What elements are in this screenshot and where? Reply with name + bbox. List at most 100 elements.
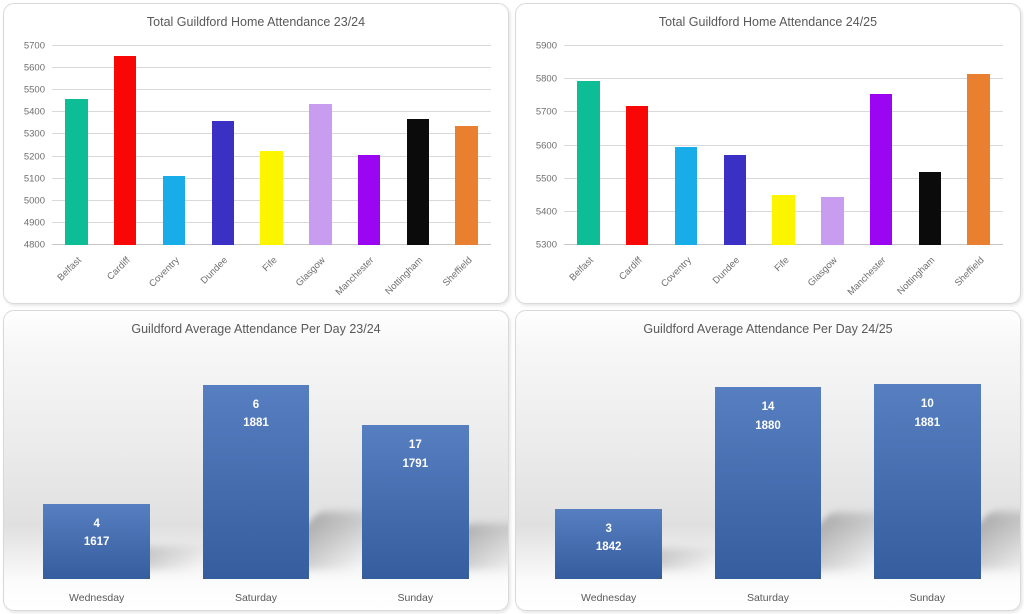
chart-title: Guildford Average Attendance Per Day 23/… [131, 322, 381, 336]
bar-slot [442, 46, 491, 245]
bar-value-label: 1842 [595, 541, 622, 554]
gridline [564, 177, 1003, 179]
x-axis-slot: Nottingham [895, 248, 954, 303]
x-axis-slot: Manchester [846, 248, 906, 303]
gridline [564, 144, 1003, 146]
bar-dundee [211, 121, 234, 245]
x-axis-slot: Coventry [659, 248, 711, 303]
bar-slot: 10 1881 [848, 349, 1020, 579]
bar-data-label: 14 1880 [715, 387, 822, 435]
bar-value-label: 1880 [755, 419, 781, 432]
chart-card-average-23-24[interactable]: Guildford Average Attendance Per Day 23/… [3, 310, 509, 611]
bar-dundee [723, 155, 746, 245]
bar-slot [198, 46, 247, 245]
bar-nottingham [406, 118, 430, 245]
bar-saturday: 6 1881 [202, 384, 310, 580]
bar-cardiff [625, 105, 649, 245]
y-tick-label: 5700 [535, 106, 557, 118]
x-axis-slot: Coventry [147, 248, 199, 303]
chart-card-total-24-25[interactable]: Total Guildford Home Attendance 24/25 Be… [515, 3, 1021, 304]
bars: 3 1842 14 1880 10 1881 [529, 349, 1020, 580]
bar-sheffield [967, 74, 990, 245]
bar-sheffield [455, 125, 478, 245]
y-tick-label: 5100 [23, 173, 45, 185]
bar-data-label: 4 1617 [43, 504, 150, 552]
x-axis: Wednesday Saturday Sunday [17, 588, 495, 606]
bars [52, 46, 491, 245]
bar-sunday: 10 1881 [873, 384, 981, 579]
x-axis-slot: Saturday [688, 588, 847, 606]
x-axis-slot: Sunday [336, 588, 495, 606]
x-axis-label: Wednesday [581, 592, 637, 604]
bar-slot [662, 46, 711, 245]
y-tick-label: 5500 [535, 173, 557, 185]
x-axis-slot: Saturday [176, 588, 335, 606]
bar-slot [52, 46, 101, 245]
chart-title: Total Guildford Home Attendance 23/24 [146, 15, 366, 29]
x-axis-slot: Sheffield [953, 248, 1003, 303]
y-tick-label: 5000 [23, 195, 45, 207]
bar-slot [905, 46, 954, 245]
x-axis-label: Fife [260, 255, 280, 274]
y-tick-label: 5400 [23, 106, 45, 118]
bar-slot [150, 46, 199, 245]
bar-coventry [162, 176, 186, 245]
bar-belfast [577, 80, 600, 245]
bar-slot: 3 1842 [529, 349, 732, 580]
x-axis-slot: Dundee [198, 248, 247, 303]
gridline [52, 133, 491, 135]
bar-slot [564, 46, 613, 245]
bar-data-label: 17 1791 [362, 425, 469, 473]
x-axis-slot: Dundee [710, 248, 759, 303]
x-axis-label: Fife [772, 255, 792, 274]
y-tick-label: 5600 [23, 62, 45, 74]
chart-title: Total Guildford Home Attendance 24/25 [658, 15, 878, 29]
x-axis-label: Cardiff [617, 255, 645, 283]
x-axis-label: Sunday [397, 592, 434, 604]
bar-slot [247, 46, 296, 245]
x-axis-label: Sunday [909, 592, 946, 604]
bar-slot [613, 46, 662, 245]
chart-card-average-24-25[interactable]: Guildford Average Attendance Per Day 24/… [515, 310, 1021, 611]
bar-fife [260, 151, 283, 245]
bar-slot [296, 46, 345, 245]
bar-glasgow [821, 196, 844, 245]
bar-value-label: 1881 [243, 417, 269, 430]
x-axis-label: Cardiff [105, 255, 133, 283]
x-axis-label: Wednesday [69, 592, 125, 604]
bar-saturday: 14 1880 [714, 387, 822, 579]
gridline [564, 111, 1003, 113]
bar-manchester [869, 94, 893, 245]
x-axis-label: Glasgow [294, 255, 329, 289]
bar-coventry [674, 147, 698, 245]
x-axis-slot: Cardiff [613, 248, 662, 303]
x-axis-label: Dundee [711, 255, 743, 287]
x-axis: Belfast Cardiff Coventry Dundee Fife Glasgow M… [564, 248, 1003, 303]
bar-slot [345, 46, 394, 245]
y-tick-label: 5900 [535, 40, 557, 52]
x-axis-label: Saturday [746, 592, 789, 604]
x-axis-slot: Belfast [564, 248, 613, 303]
bar-manchester [357, 155, 381, 245]
y-tick-label: 5400 [535, 206, 557, 218]
x-axis-label: Belfast [55, 255, 85, 284]
gridline [564, 45, 1003, 46]
bar-count-label: 10 [920, 398, 934, 411]
x-axis-slot: Fife [759, 248, 808, 303]
y-tick-label: 4800 [23, 239, 45, 251]
y-tick-label: 5500 [23, 84, 45, 96]
x-axis-label: Coventry [147, 255, 182, 290]
bar-wednesday: 3 1842 [555, 508, 663, 580]
bar-slot [808, 46, 857, 245]
x-axis-slot: Glasgow [294, 248, 345, 303]
chart-card-total-23-24[interactable]: Total Guildford Home Attendance 23/24 Be… [3, 3, 509, 304]
x-axis-slot: Manchester [334, 248, 394, 303]
x-axis-slot: Nottingham [383, 248, 442, 303]
plot-area: Belfast Cardiff Coventry Dundee Fife Glasgow M… [536, 41, 1003, 298]
bar-slot [101, 46, 150, 245]
bar-slot: 14 1880 [688, 349, 922, 579]
x-axis-label: Dundee [199, 255, 231, 287]
bar-slot: 4 1617 [17, 349, 221, 580]
x-axis-slot: Sheffield [441, 248, 491, 303]
y-tick-label: 5600 [535, 140, 557, 151]
